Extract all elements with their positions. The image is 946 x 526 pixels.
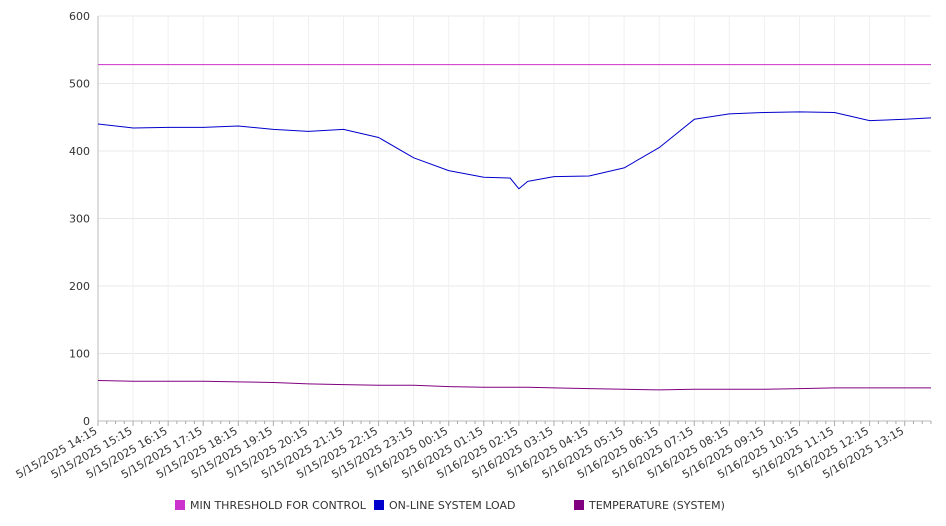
legend: MIN THRESHOLD FOR CONTROL ON-LINE SYSTEM …: [175, 499, 725, 512]
x-tick-labels: 5/15/2025 14:155/15/2025 15:155/15/2025 …: [14, 424, 907, 481]
y-tick-label: 200: [69, 280, 90, 293]
y-tick-label: 600: [69, 10, 90, 23]
y-tick-label: 400: [69, 145, 90, 158]
y-tick-labels: 0 100 200 300 400 500 600: [69, 10, 90, 428]
legend-swatch-1: [374, 500, 384, 510]
legend-label-0: MIN THRESHOLD FOR CONTROL: [190, 499, 367, 512]
legend-swatch-2: [574, 500, 584, 510]
y-tick-label: 100: [69, 348, 90, 361]
axes: [97, 16, 932, 426]
series-line-1: [97, 111, 932, 190]
legend-label-2: TEMPERATURE (SYSTEM): [588, 499, 725, 512]
legend-swatch-0: [175, 500, 185, 510]
y-tick-label: 0: [83, 415, 90, 428]
y-tick-label: 300: [69, 213, 90, 226]
y-tick-label: 500: [69, 78, 90, 91]
grid-lines: [97, 15, 931, 421]
series-lines: [97, 64, 932, 391]
series-line-2: [97, 380, 931, 391]
legend-label-1: ON-LINE SYSTEM LOAD: [389, 499, 515, 512]
